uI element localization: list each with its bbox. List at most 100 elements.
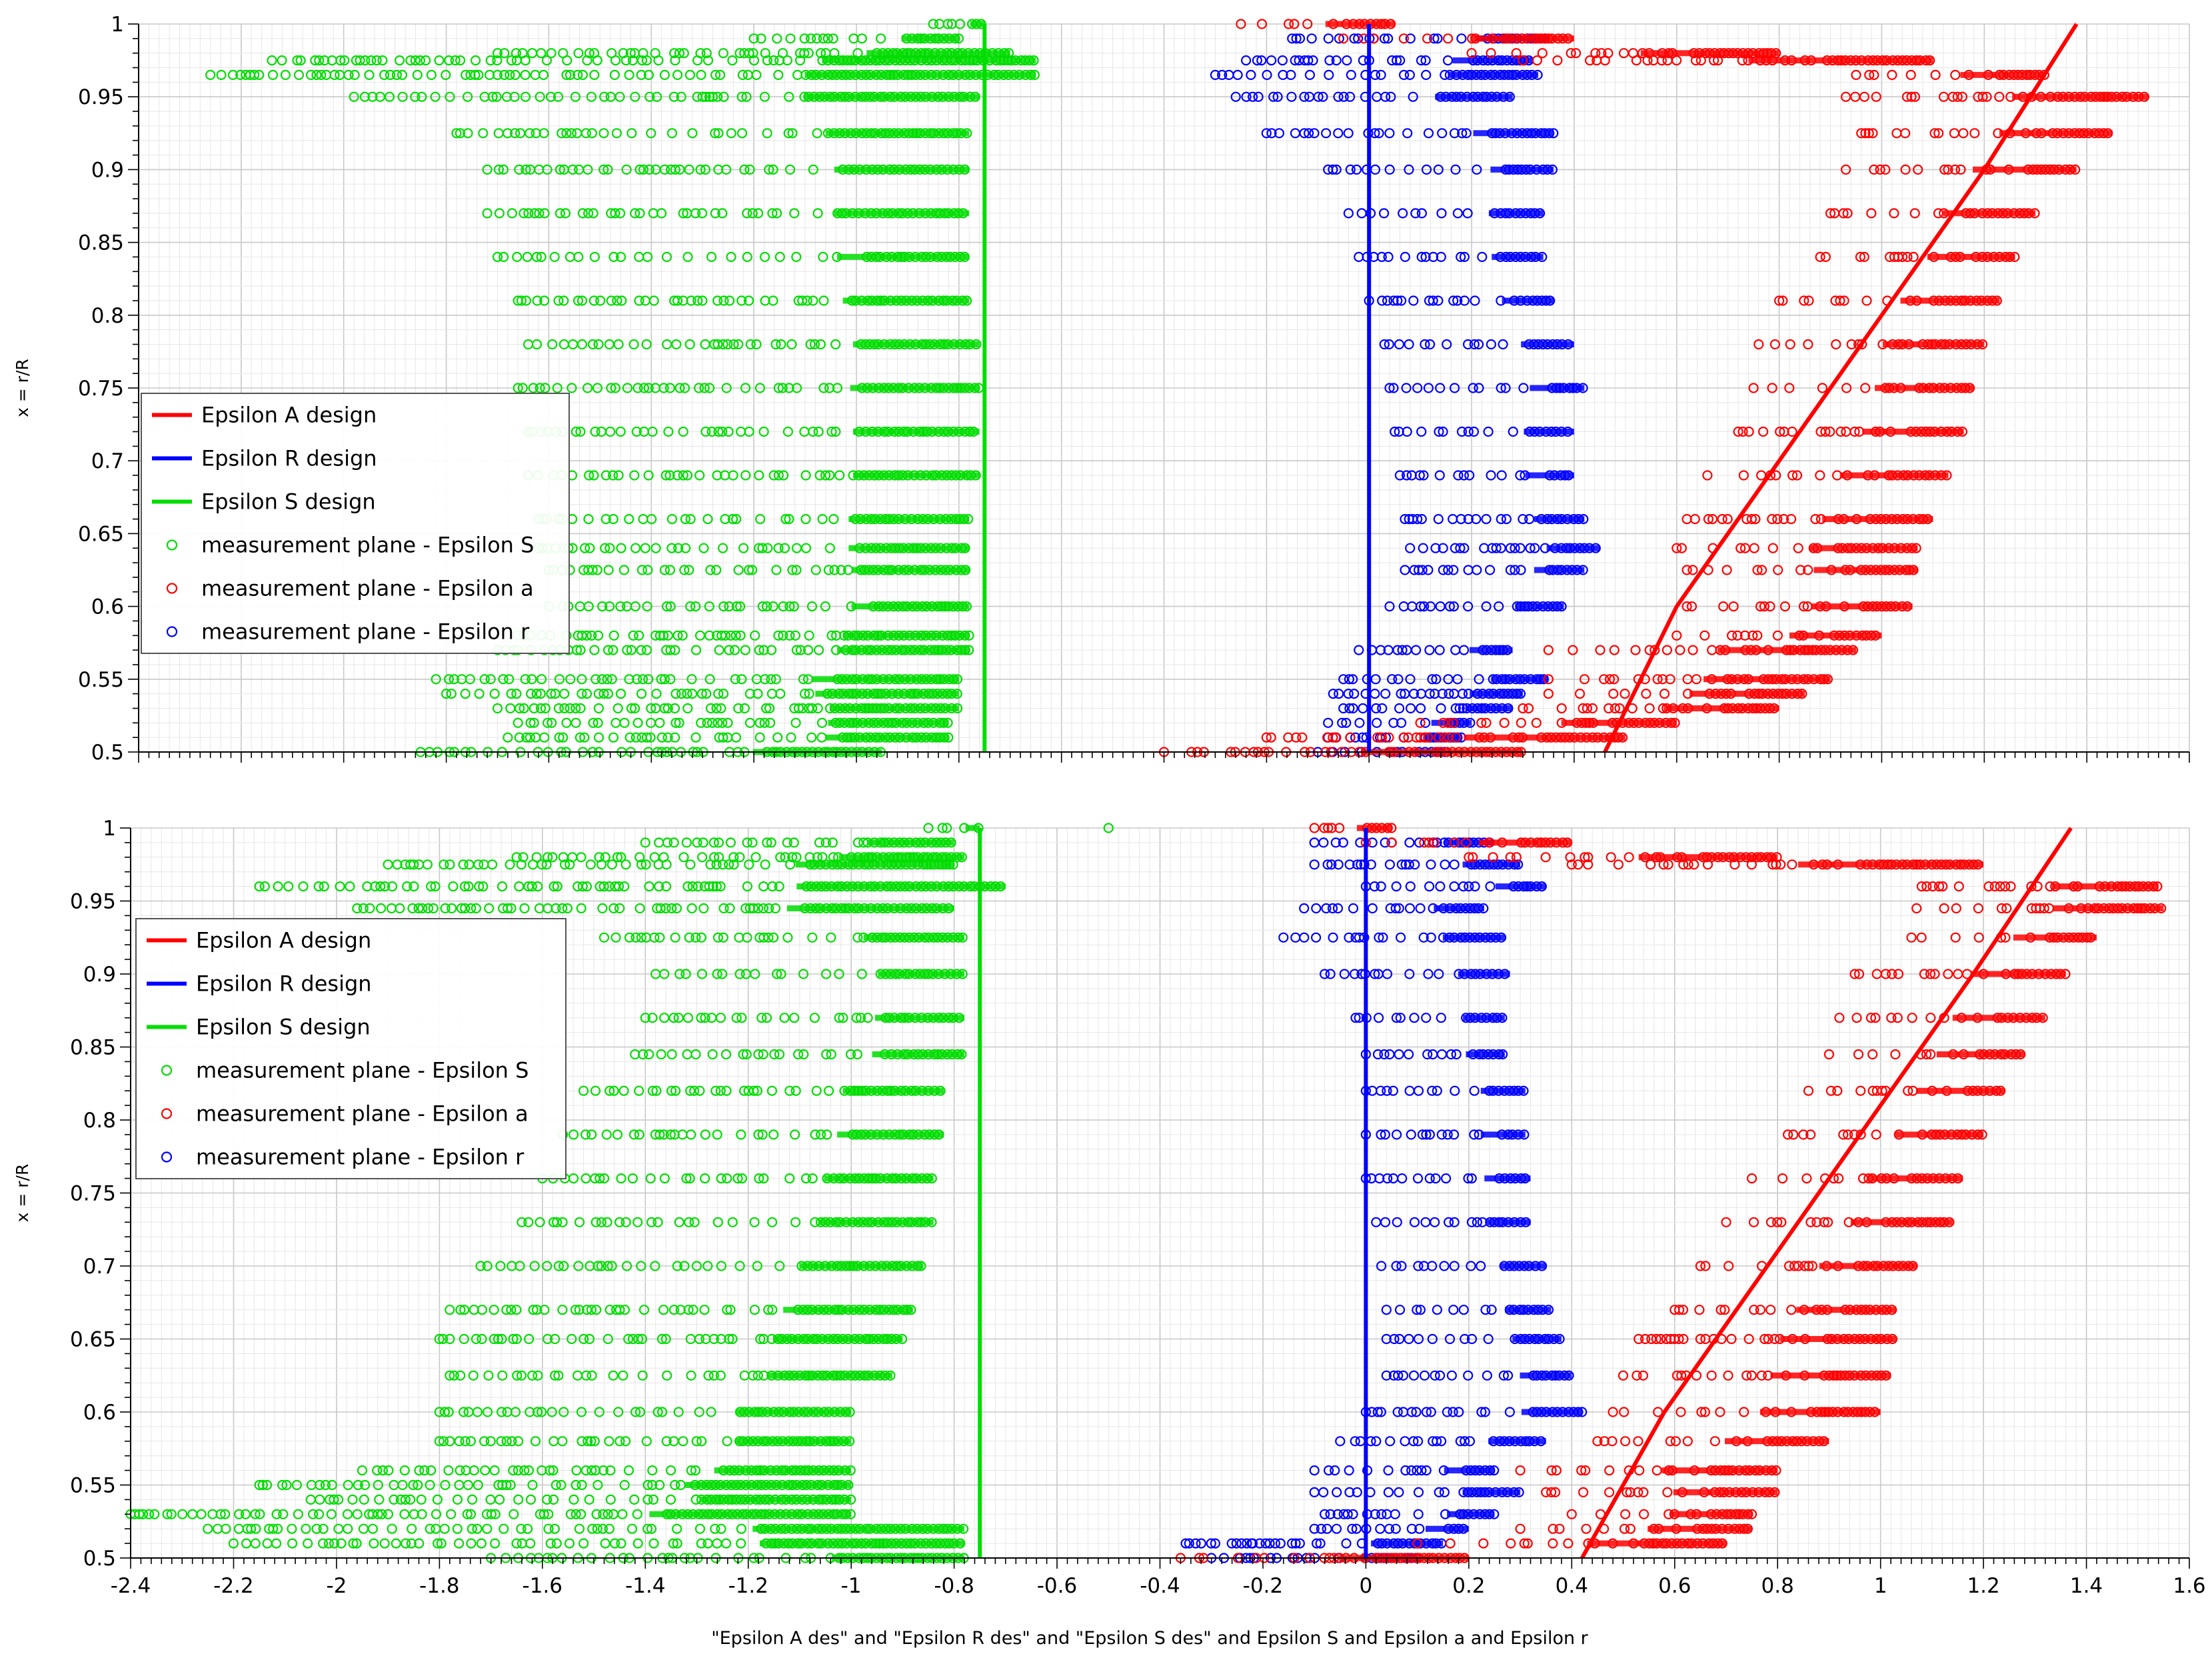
data-point <box>607 470 618 481</box>
data-point <box>529 208 540 219</box>
data-point <box>597 601 608 612</box>
data-point <box>636 69 646 81</box>
data-point <box>577 208 588 219</box>
data-point <box>697 295 708 306</box>
data-point <box>349 91 359 102</box>
data-point <box>722 717 733 728</box>
data-point <box>602 674 612 685</box>
y-tick-label: 0.5 <box>91 741 124 765</box>
data-point <box>598 164 609 175</box>
data-point <box>505 69 515 81</box>
data-point <box>747 208 758 219</box>
data-point <box>595 295 606 306</box>
data-point <box>603 565 614 575</box>
data-point <box>693 383 704 393</box>
y-tick-label: 0.6 <box>91 595 124 619</box>
data-point <box>750 630 760 641</box>
data-point <box>791 383 802 393</box>
data-point <box>525 732 535 743</box>
data-point <box>651 688 662 699</box>
data-point <box>512 251 523 262</box>
data-point <box>788 601 800 612</box>
data-point <box>711 703 722 714</box>
data-point <box>519 703 529 714</box>
data-point <box>624 674 634 685</box>
data-point <box>612 295 622 306</box>
data-point <box>540 383 551 393</box>
data-point <box>638 164 649 175</box>
data-point <box>813 426 824 437</box>
data-point <box>742 251 752 262</box>
data-point <box>677 630 688 641</box>
data-point <box>775 688 786 699</box>
data-point <box>717 717 728 728</box>
data-point <box>718 339 728 350</box>
data-point <box>764 703 775 714</box>
data-point <box>784 91 794 102</box>
data-point <box>613 470 624 481</box>
data-point <box>814 470 825 481</box>
data-point <box>698 543 709 553</box>
data-point <box>621 164 632 175</box>
data-point <box>754 732 765 743</box>
data-point <box>735 630 746 641</box>
data-point <box>462 91 473 102</box>
data-point <box>778 630 788 641</box>
data-point <box>531 339 543 350</box>
data-point <box>522 251 533 262</box>
data-point <box>575 703 586 714</box>
data-point <box>592 630 604 641</box>
data-point <box>397 91 408 102</box>
data-point <box>800 543 812 553</box>
data-point <box>805 339 816 350</box>
series-measurement-plane-epsilon-s <box>205 19 1040 757</box>
data-point <box>616 543 626 553</box>
data-point <box>830 339 841 350</box>
data-point <box>815 339 826 350</box>
data-point <box>770 339 781 350</box>
data-point <box>659 164 670 175</box>
data-point <box>760 703 772 714</box>
data-point <box>527 674 537 685</box>
data-point <box>679 383 690 393</box>
data-point <box>676 91 686 102</box>
data-point <box>787 565 798 575</box>
data-point <box>728 470 738 481</box>
data-point <box>684 565 694 575</box>
data-point <box>539 128 549 139</box>
data-point <box>795 645 806 655</box>
data-point <box>686 674 697 685</box>
data-point <box>812 208 823 219</box>
data-point <box>570 426 581 437</box>
data-point <box>431 674 441 685</box>
data-point <box>650 543 661 553</box>
data-point <box>799 688 810 699</box>
data-point <box>758 645 769 655</box>
data-point <box>615 601 626 612</box>
data-point <box>789 208 800 219</box>
data-point <box>702 717 712 728</box>
data-point <box>766 645 777 655</box>
data-point <box>631 426 642 437</box>
data-point <box>549 251 560 262</box>
data-point <box>665 645 676 655</box>
data-point <box>751 69 762 81</box>
data-point <box>651 91 662 102</box>
data-point <box>538 69 549 81</box>
data-point <box>553 703 564 714</box>
data-point <box>295 55 306 66</box>
data-point <box>705 565 716 575</box>
data-point <box>492 251 503 262</box>
data-point <box>556 128 567 139</box>
data-point <box>662 732 673 743</box>
data-point <box>773 543 784 553</box>
data-point <box>744 688 755 699</box>
data-point <box>820 470 831 481</box>
data-point <box>359 91 371 102</box>
data-point <box>776 339 786 350</box>
data-point <box>710 69 721 81</box>
data-point <box>642 601 652 612</box>
data-point <box>564 69 576 81</box>
data-point <box>610 208 620 219</box>
data-point <box>634 164 645 175</box>
